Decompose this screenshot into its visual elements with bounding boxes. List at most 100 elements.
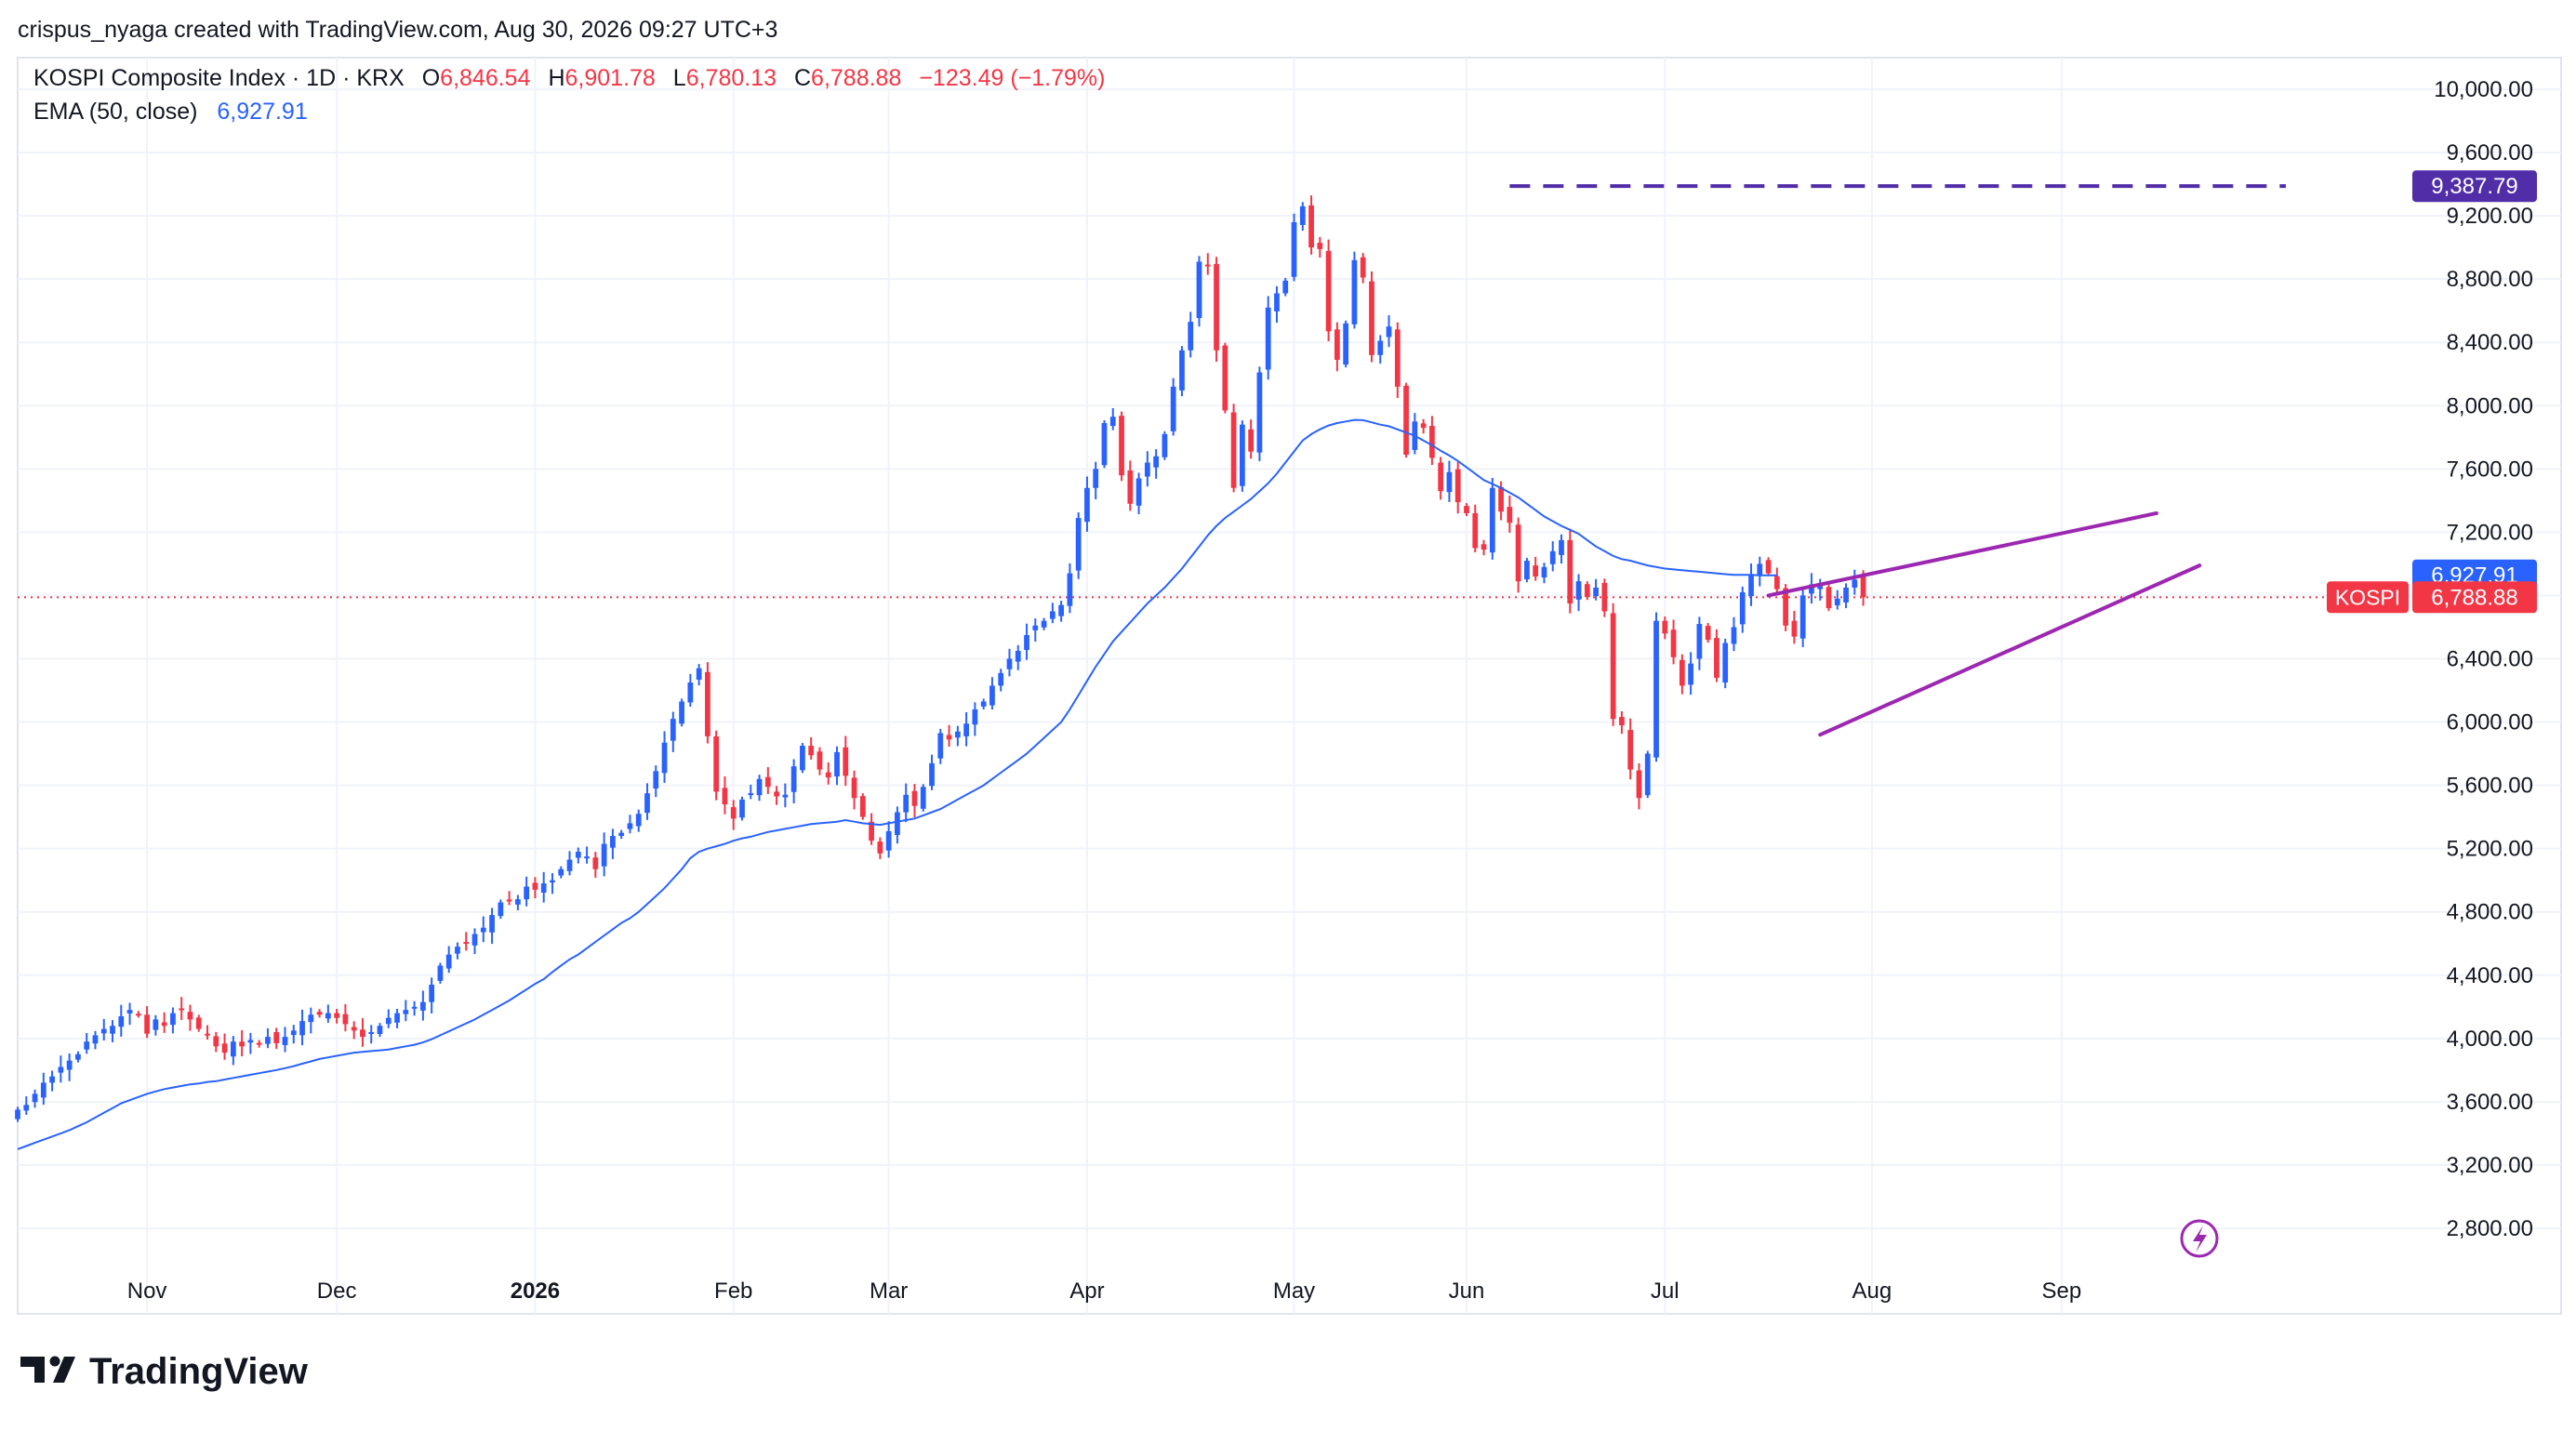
candle-down xyxy=(1679,654,1685,695)
candle-body xyxy=(1515,524,1521,582)
time-tick-label: Feb xyxy=(714,1279,752,1304)
trendline-upper[interactable] xyxy=(1766,510,2158,598)
candle-body xyxy=(869,821,874,841)
candle-up xyxy=(15,1106,20,1122)
candle-up xyxy=(1084,476,1090,532)
candle-body xyxy=(92,1035,99,1044)
candle-body xyxy=(118,1015,125,1027)
candle-body xyxy=(1317,243,1323,249)
candle-body xyxy=(610,836,616,848)
candle-body xyxy=(1162,433,1168,457)
candle-body xyxy=(239,1041,245,1047)
candle-body xyxy=(187,1012,193,1020)
candle-up xyxy=(377,1023,383,1038)
candle-body xyxy=(1852,579,1858,588)
candle-up xyxy=(84,1033,90,1054)
trendline-layer[interactable] xyxy=(1509,184,2286,737)
candle-down xyxy=(1334,322,1340,372)
candle-body xyxy=(144,1014,150,1034)
candle-body xyxy=(1256,372,1263,453)
candle-up xyxy=(299,1009,305,1046)
candle-body xyxy=(1006,658,1013,669)
trendline-lower[interactable] xyxy=(1818,563,2202,737)
candle-body xyxy=(1075,518,1082,571)
candle-body xyxy=(532,882,538,890)
candle-down xyxy=(187,1004,193,1031)
candle-body xyxy=(1507,507,1513,523)
candle-body xyxy=(126,1010,133,1014)
candle-up xyxy=(989,677,995,710)
chart-pane[interactable] xyxy=(17,57,2562,1315)
price-tick-label: 8,400.00 xyxy=(2447,330,2533,355)
candle-up xyxy=(455,942,460,960)
candle-body xyxy=(1438,462,1444,492)
candle-up xyxy=(290,1025,297,1044)
candle-up xyxy=(1549,541,1556,572)
candle-up xyxy=(1386,314,1392,348)
candle-body xyxy=(1593,587,1599,597)
candle-body xyxy=(1093,469,1099,488)
price-tick-label: 5,200.00 xyxy=(2447,837,2533,862)
ema-50-line[interactable] xyxy=(17,418,1777,1150)
candle-body xyxy=(403,1010,409,1014)
candle-up xyxy=(885,821,892,858)
candle-down xyxy=(730,800,737,830)
legend-ema[interactable]: EMA (50, close) 6,927.91 xyxy=(33,99,308,125)
candle-body xyxy=(334,1013,340,1018)
legend-ohlc[interactable]: KOSPI Composite Index · 1D · KRX O6,846.… xyxy=(33,65,1105,91)
legend-high-value: 6,901.78 xyxy=(565,65,656,91)
candle-down xyxy=(1507,495,1513,533)
candle-down xyxy=(256,1040,262,1048)
candle-up xyxy=(66,1053,73,1081)
candle-body xyxy=(308,1014,314,1023)
price-tick-label: 5,600.00 xyxy=(2447,774,2533,799)
candle-down xyxy=(764,767,771,794)
candle-body xyxy=(49,1076,55,1083)
candle-body xyxy=(1860,576,1866,598)
tradingview-logo[interactable]: TradingView xyxy=(20,1351,309,1392)
candle-body xyxy=(1015,650,1021,662)
candle-body xyxy=(558,868,564,876)
candle-up xyxy=(937,728,944,764)
candle-up xyxy=(1852,569,1858,595)
time-tick-label: Jun xyxy=(1449,1279,1485,1304)
candle-body xyxy=(1153,456,1160,468)
candle-down xyxy=(1248,419,1255,459)
candle-body xyxy=(205,1033,210,1036)
candle-body xyxy=(394,1013,400,1023)
candle-body xyxy=(58,1067,64,1073)
resistance-price-text: 9,387.79 xyxy=(2431,174,2517,199)
candle-body xyxy=(411,1006,418,1009)
candle-down xyxy=(1791,610,1798,644)
candle-body xyxy=(817,751,823,770)
candle-body xyxy=(1343,323,1349,365)
candle-body xyxy=(1799,595,1806,639)
candle-down xyxy=(144,1006,150,1039)
price-tick-label: 3,200.00 xyxy=(2447,1153,2533,1178)
candle-down xyxy=(1317,236,1323,258)
candle-body xyxy=(1239,424,1245,486)
candle-body xyxy=(1369,281,1374,355)
candle-down xyxy=(1619,710,1625,735)
time-axis[interactable]: Nov Dec 2026 Feb Mar Apr May Jun Jul Aug Sep xyxy=(127,1279,2081,1304)
candle-body xyxy=(1214,263,1219,351)
legend-open-label: O xyxy=(422,65,440,91)
candle-up xyxy=(92,1030,99,1050)
legend-ema-value: 6,927.91 xyxy=(217,99,307,125)
candle-up xyxy=(550,873,555,894)
candle-body xyxy=(1282,280,1289,294)
candle-body xyxy=(463,942,470,945)
lightning-icon[interactable] xyxy=(2180,1219,2219,1258)
candle-down xyxy=(843,735,849,787)
candle-up xyxy=(748,784,754,800)
candle-body xyxy=(954,731,961,738)
candle-up xyxy=(394,1009,400,1028)
candle-up xyxy=(419,990,426,1021)
price-tick-label: 4,400.00 xyxy=(2447,963,2533,988)
candle-up xyxy=(1446,460,1453,502)
candle-down xyxy=(825,762,831,785)
candle-down xyxy=(1610,603,1616,726)
candle-body xyxy=(1248,429,1255,452)
candle-body xyxy=(1489,487,1495,553)
candle-up xyxy=(23,1096,30,1115)
